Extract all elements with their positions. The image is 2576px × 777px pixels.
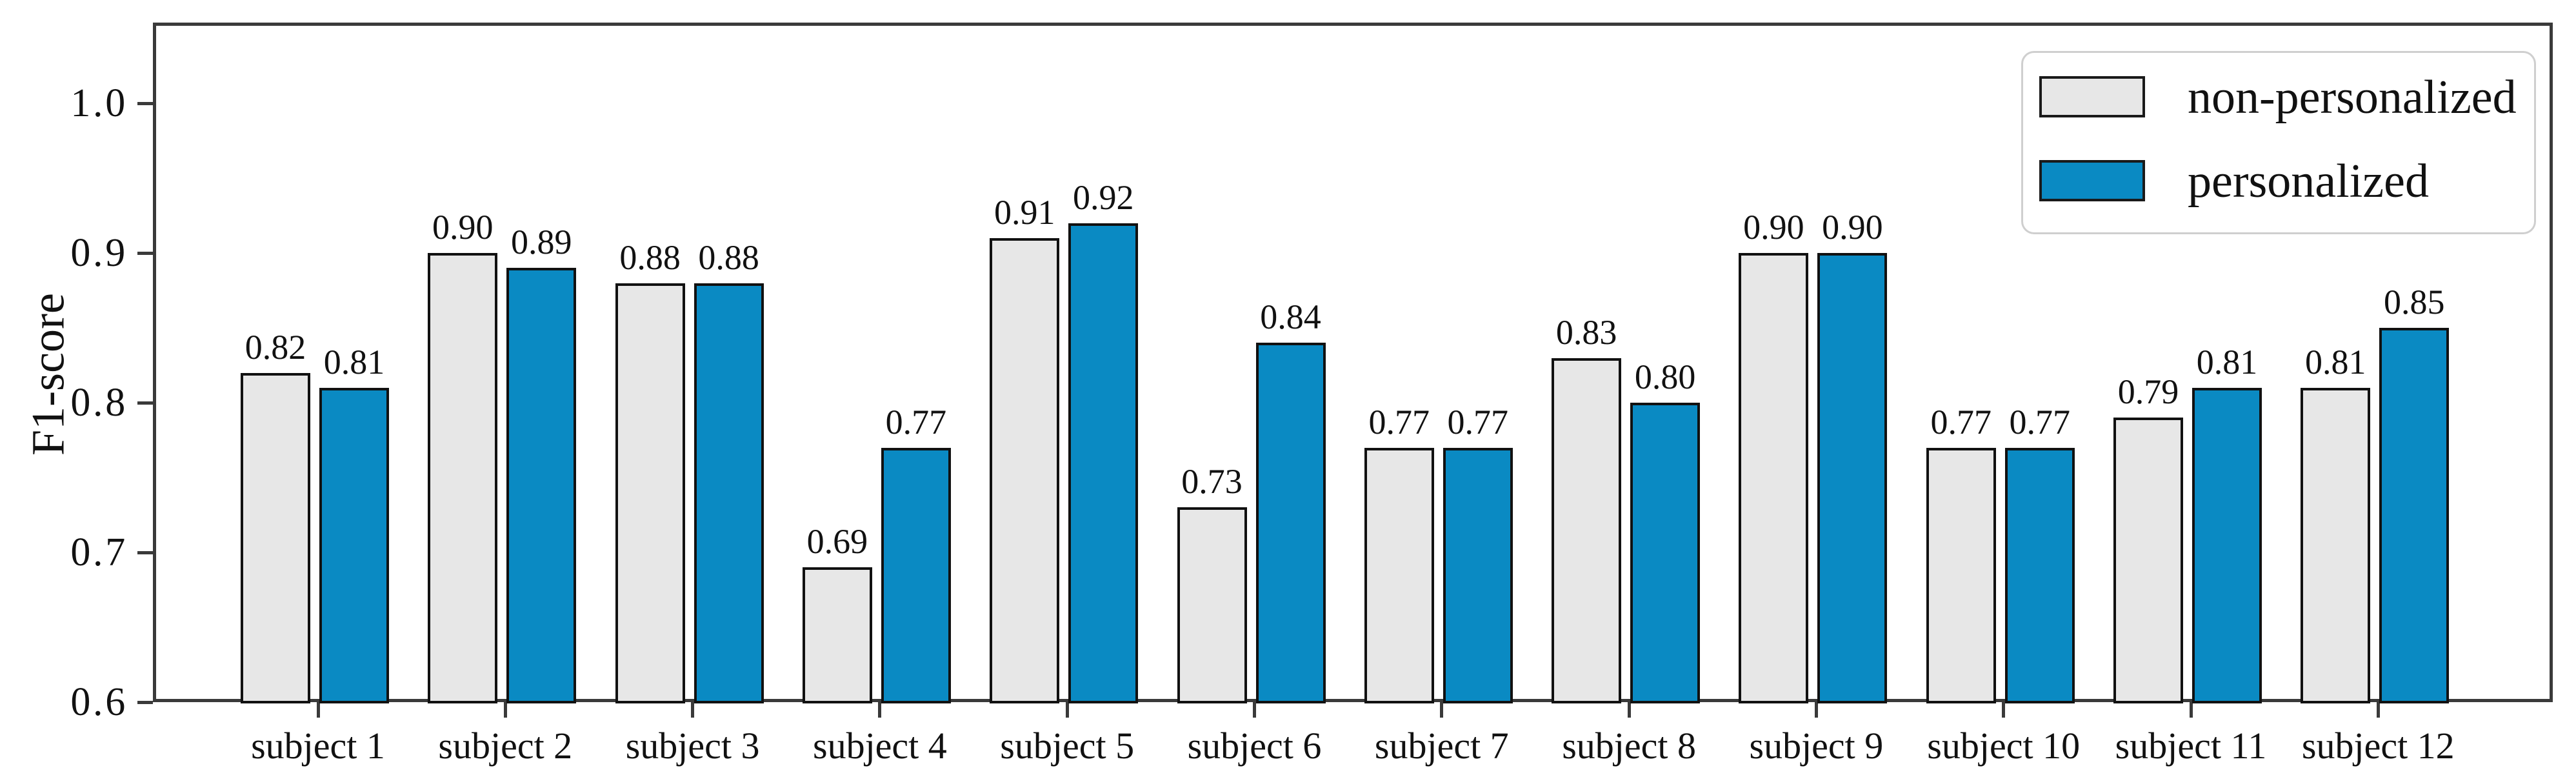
bar-non-personalized-subject-5 xyxy=(990,237,1060,703)
bar-personalized-subject-12 xyxy=(2379,328,2450,703)
bar-value-label: 0.81 xyxy=(2305,342,2366,381)
legend: non-personalized personalized xyxy=(2021,51,2536,234)
x-tick-label: subject 3 xyxy=(625,725,760,767)
bar-value-label: 0.73 xyxy=(1181,462,1243,501)
bar-non-personalized-subject-8 xyxy=(1552,358,1622,703)
bar-value-label: 0.77 xyxy=(2009,402,2070,441)
x-tick-mark xyxy=(2376,702,2380,718)
x-tick-label: subject 4 xyxy=(812,725,947,767)
x-tick-label: subject 12 xyxy=(2301,725,2455,767)
legend-label-non-personalized: non-personalized xyxy=(2188,71,2517,124)
bar-value-label: 0.91 xyxy=(993,192,1055,232)
y-tick-mark xyxy=(137,550,153,554)
bar-non-personalized-subject-4 xyxy=(802,567,872,703)
bar-personalized-subject-8 xyxy=(1630,403,1701,703)
bar-personalized-subject-3 xyxy=(694,283,764,703)
x-tick-mark xyxy=(878,702,882,718)
bar-value-label: 0.82 xyxy=(245,327,306,367)
bar-value-label: 0.85 xyxy=(2384,283,2445,322)
bar-personalized-subject-6 xyxy=(1255,343,1326,703)
legend-swatch-non-personalized xyxy=(2039,76,2145,117)
bar-non-personalized-subject-9 xyxy=(1739,253,1809,703)
bar-non-personalized-subject-12 xyxy=(2301,387,2371,703)
x-tick-mark xyxy=(1253,702,1256,718)
legend-label-personalized: personalized xyxy=(2188,155,2429,208)
bar-value-label: 0.69 xyxy=(806,522,868,561)
y-tick-label: 0.9 xyxy=(70,231,128,276)
bar-value-label: 0.80 xyxy=(1634,358,1696,397)
bar-value-label: 0.77 xyxy=(1930,402,1992,441)
x-tick-mark xyxy=(1814,702,1818,718)
bar-value-label: 0.83 xyxy=(1555,312,1617,352)
y-tick-label: 0.6 xyxy=(70,680,128,724)
bar-value-label: 0.88 xyxy=(698,237,759,277)
bar-personalized-subject-1 xyxy=(319,387,389,703)
y-tick-mark xyxy=(137,700,153,704)
x-tick-label: subject 10 xyxy=(1927,725,2081,767)
x-tick-label: subject 8 xyxy=(1562,725,1696,767)
bar-value-label: 0.79 xyxy=(2117,372,2179,412)
bar-value-label: 0.90 xyxy=(1822,208,1883,247)
bar-personalized-subject-5 xyxy=(1068,223,1139,703)
x-tick-mark xyxy=(316,702,320,718)
x-tick-mark xyxy=(1627,702,1631,718)
bar-personalized-subject-10 xyxy=(2004,447,2075,703)
bar-personalized-subject-2 xyxy=(506,268,577,703)
y-tick-label: 0.8 xyxy=(70,381,128,425)
x-tick-mark xyxy=(2002,702,2006,718)
bar-non-personalized-subject-1 xyxy=(241,372,310,703)
x-tick-label: subject 9 xyxy=(1749,725,1884,767)
bar-non-personalized-subject-2 xyxy=(428,253,498,703)
x-tick-mark xyxy=(503,702,507,718)
bar-value-label: 0.90 xyxy=(1743,208,1804,247)
y-tick-label: 1.0 xyxy=(70,81,128,126)
bar-personalized-subject-9 xyxy=(1817,253,1888,703)
legend-swatch-personalized xyxy=(2039,160,2145,201)
bar-personalized-subject-11 xyxy=(2192,387,2262,703)
x-tick-label: subject 1 xyxy=(251,725,385,767)
x-tick-mark xyxy=(1065,702,1069,718)
bar-value-label: 0.81 xyxy=(323,342,385,381)
x-tick-label: subject 7 xyxy=(1374,725,1509,767)
bar-value-label: 0.88 xyxy=(619,237,681,277)
x-tick-label: subject 6 xyxy=(1187,725,1322,767)
x-tick-mark xyxy=(1440,702,1444,718)
bar-non-personalized-subject-10 xyxy=(1926,447,1996,703)
bar-non-personalized-subject-7 xyxy=(1364,447,1434,703)
y-axis-title: F1-score xyxy=(22,293,74,456)
bar-non-personalized-subject-3 xyxy=(615,283,685,703)
y-tick-mark xyxy=(137,401,153,405)
x-tick-label: subject 5 xyxy=(1000,725,1135,767)
bar-non-personalized-subject-11 xyxy=(2113,418,2183,703)
bar-value-label: 0.77 xyxy=(1368,402,1430,441)
bar-value-label: 0.92 xyxy=(1072,177,1134,217)
bar-value-label: 0.77 xyxy=(885,402,947,441)
y-tick-mark xyxy=(137,251,153,255)
y-tick-label: 0.7 xyxy=(70,530,128,575)
x-tick-label: subject 2 xyxy=(438,725,573,767)
y-tick-mark xyxy=(137,101,153,105)
x-tick-mark xyxy=(691,702,695,718)
x-tick-mark xyxy=(2189,702,2193,718)
bar-value-label: 0.77 xyxy=(1447,402,1509,441)
bar-non-personalized-subject-6 xyxy=(1177,507,1247,703)
bar-value-label: 0.89 xyxy=(511,223,572,262)
bar-value-label: 0.84 xyxy=(1260,298,1321,337)
x-tick-label: subject 11 xyxy=(2115,725,2267,767)
bar-personalized-subject-7 xyxy=(1443,447,1513,703)
bar-value-label: 0.81 xyxy=(2196,342,2258,381)
bar-personalized-subject-4 xyxy=(881,447,951,703)
bar-value-label: 0.90 xyxy=(432,208,494,247)
